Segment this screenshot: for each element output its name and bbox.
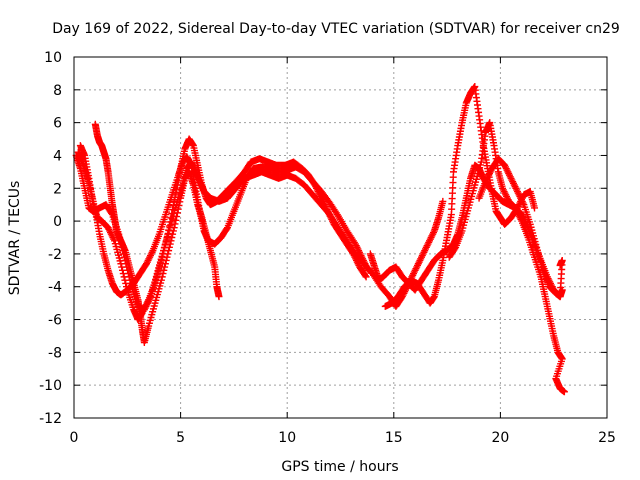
- data-point: [124, 270, 132, 278]
- data-point: [223, 225, 231, 233]
- x-tick-label: 25: [598, 430, 616, 446]
- data-point: [124, 266, 132, 274]
- data-point: [162, 256, 170, 264]
- data-point: [116, 237, 124, 245]
- data-point: [122, 260, 130, 268]
- y-tick-label: -12: [39, 411, 62, 427]
- chart-title: Day 169 of 2022, Sidereal Day-to-day VTE…: [52, 21, 620, 37]
- y-tick-label: 10: [44, 50, 62, 66]
- data-point: [531, 204, 539, 212]
- data-point: [117, 240, 125, 248]
- y-tick-label: 8: [53, 83, 62, 99]
- x-axis-tick-labels: 0 5 10 15 20 25: [70, 430, 616, 446]
- x-tick-label: 5: [176, 430, 185, 446]
- data-point: [116, 234, 124, 241]
- data-point: [158, 273, 166, 281]
- data-point: [172, 189, 180, 197]
- x-axis-title: GPS time / hours: [281, 459, 398, 475]
- data-point: [215, 293, 223, 301]
- data-point: [121, 256, 129, 264]
- data-point: [169, 230, 177, 238]
- data-point: [159, 270, 167, 278]
- series-sat-h: [475, 155, 566, 301]
- y-tick-label: 0: [53, 214, 62, 230]
- data-point: [115, 230, 123, 238]
- series-sat-a: [74, 148, 372, 299]
- plot-frame: [73, 56, 608, 419]
- y-tick-label: -8: [48, 345, 62, 361]
- y-tick-label: -4: [48, 280, 62, 296]
- data-point: [161, 263, 169, 271]
- data-point: [168, 234, 176, 241]
- data-point: [125, 273, 133, 281]
- data-point: [556, 261, 564, 269]
- data-point: [126, 276, 134, 284]
- data-point: [176, 169, 184, 177]
- data-point: [127, 279, 135, 287]
- series-sat-g: [445, 119, 568, 396]
- data-point: [119, 247, 127, 255]
- data-point: [157, 276, 165, 284]
- data-point: [167, 237, 175, 245]
- data-point: [451, 245, 459, 253]
- y-tick-label: -10: [39, 378, 62, 394]
- data-point: [560, 388, 568, 396]
- series-sat-e: [366, 161, 566, 301]
- data-point: [361, 272, 369, 280]
- data-point: [160, 266, 168, 274]
- x-tick-label: 0: [70, 430, 79, 446]
- data-point: [173, 185, 181, 193]
- x-tick-label: 20: [491, 430, 509, 446]
- y-tick-label: 6: [53, 116, 62, 132]
- y-axis-title: SDTVAR / TECUs: [7, 181, 23, 296]
- data-point: [172, 216, 180, 224]
- y-axis-tick-labels: -12 -10 -8 -6 -4 -2 0 2 4 6 8 10: [39, 50, 62, 427]
- data-point: [120, 250, 128, 258]
- data-point: [118, 243, 126, 251]
- data-point: [108, 209, 116, 217]
- y-tick-label: 4: [53, 148, 62, 164]
- data-point: [163, 253, 171, 261]
- x-tick-label: 10: [278, 430, 296, 446]
- data-point: [175, 173, 183, 181]
- x-tick-label: 15: [385, 430, 403, 446]
- data-point: [120, 253, 128, 261]
- data-point: [439, 197, 447, 205]
- data-point: [166, 240, 174, 248]
- y-tick-label: -2: [48, 247, 62, 263]
- data-point: [362, 273, 370, 281]
- data-points: [72, 83, 568, 396]
- data-point: [161, 260, 169, 268]
- y-tick-label: 2: [53, 181, 62, 197]
- data-point: [123, 263, 131, 271]
- y-tick-label: -6: [48, 313, 62, 329]
